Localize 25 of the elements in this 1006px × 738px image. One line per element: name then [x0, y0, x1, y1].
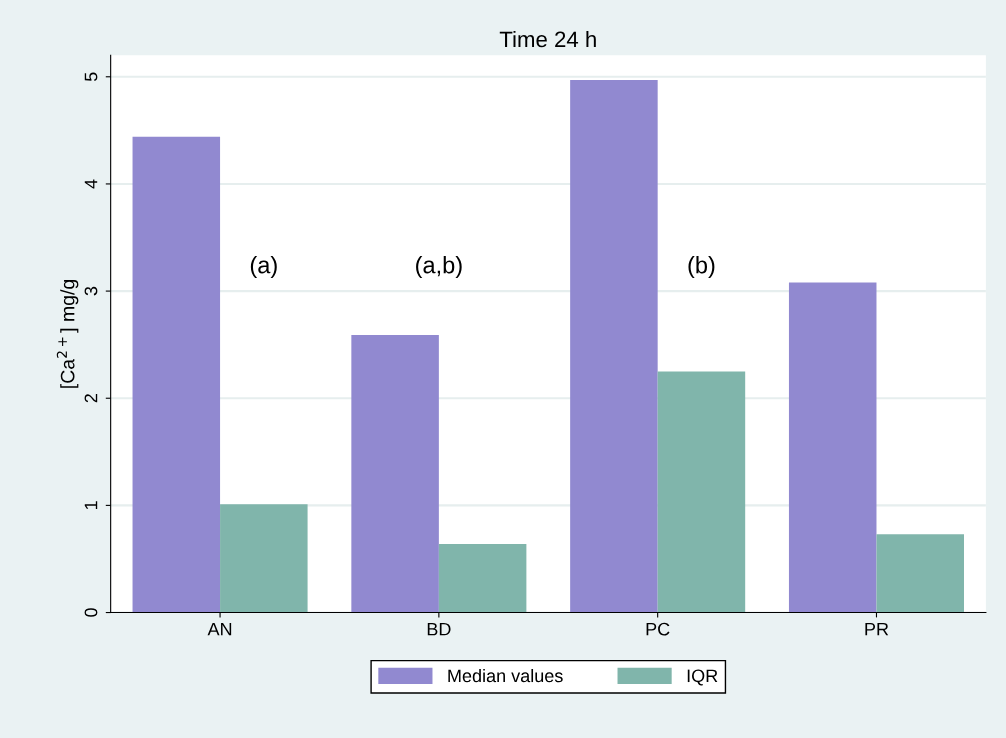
legend-label: IQR — [687, 669, 718, 686]
bar — [570, 79, 658, 613]
x-tick-label: AN — [207, 622, 232, 636]
bar — [438, 543, 527, 613]
bar — [788, 282, 877, 613]
chart-title: Time 24 h — [499, 30, 596, 48]
x-tick-label: BD — [427, 622, 451, 636]
bar — [657, 371, 746, 613]
y-tick-label: 3 — [84, 286, 98, 296]
x-tick-label: PC — [646, 622, 670, 636]
y-tick-label: 2 — [84, 394, 98, 403]
annotation: (b) — [688, 256, 715, 279]
annotation: (a) — [250, 256, 277, 279]
y-tick-label: 0 — [84, 608, 98, 617]
y-axis-title: [Ca$^{2+}$] mg/g — [56, 280, 79, 388]
annotation: (a,b) — [416, 256, 462, 279]
bar — [132, 136, 221, 613]
bar — [220, 504, 308, 613]
y-tick-label: 4 — [84, 179, 98, 189]
bar — [351, 335, 439, 613]
x-tick-label: PR — [865, 622, 889, 636]
y-tick-label: 1 — [84, 501, 98, 510]
legend-label: Median values — [448, 668, 563, 683]
bar — [876, 534, 964, 613]
y-tick-label: 5 — [84, 72, 98, 82]
